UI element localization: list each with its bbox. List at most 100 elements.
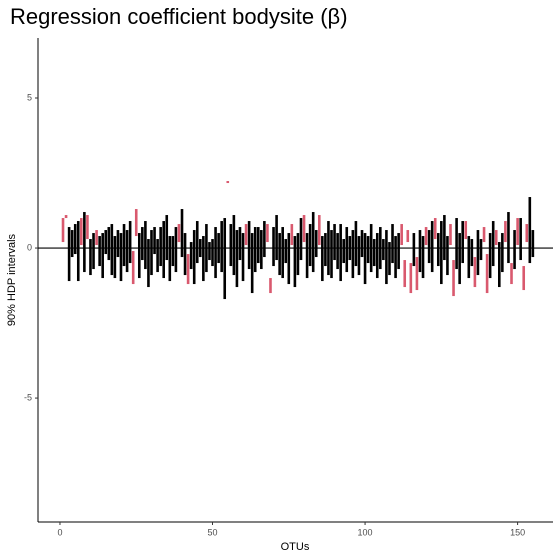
interval [504,221,507,243]
interval [223,218,227,300]
interval [247,221,251,270]
interval [321,236,324,282]
interval [189,242,193,270]
interval [324,233,327,267]
interval [311,212,315,273]
interval [449,224,452,246]
interval [531,230,535,258]
interval [470,239,474,267]
interval [186,254,190,285]
interval [101,233,104,279]
interval [485,254,489,294]
interval [153,227,156,255]
interval [366,236,370,264]
interval [232,215,236,276]
interval [76,221,80,282]
interval [299,218,303,261]
interval [67,227,71,282]
interval [202,236,205,282]
interval [357,236,361,276]
interval [110,224,114,276]
interval [147,239,150,288]
interval [498,242,501,288]
interval [253,227,257,273]
interval [446,236,449,276]
interval [290,224,294,246]
interval [510,263,513,285]
interval [119,233,123,282]
interval [183,233,187,276]
interval [235,230,239,288]
interval [229,224,233,267]
interval [92,233,95,270]
interval [104,230,108,255]
interval [528,197,532,264]
x-tick-label: 150 [510,527,525,537]
interval [263,221,266,258]
interval [95,230,98,246]
interval [116,230,120,258]
interval [488,233,492,279]
interval [430,221,434,273]
interval [436,233,440,267]
interval [443,215,446,261]
interval [171,236,175,267]
interval [345,227,349,273]
interval [165,215,169,261]
y-tick-label: 5 [27,92,32,102]
interval [98,236,101,267]
interval [192,230,196,285]
interval [314,230,318,258]
interval [250,233,254,294]
interval [137,233,141,279]
interval [214,227,217,279]
interval [391,224,394,264]
interval [134,209,138,237]
interval [473,257,477,288]
interval [113,236,117,279]
interval [409,263,413,294]
interval [168,236,172,282]
interval [424,227,428,246]
interval [494,230,498,246]
interval [461,221,464,264]
interval [400,224,403,246]
interval [482,227,486,243]
interval [275,215,278,261]
interval [519,218,522,261]
interval [415,257,419,291]
interval [86,215,89,240]
interval [388,242,391,276]
interval [516,218,519,246]
interval [131,251,135,285]
interval [80,218,83,246]
interval [107,227,111,261]
interval [501,233,504,273]
interval [83,212,86,273]
interval [180,209,184,258]
interval [260,230,263,270]
interval [278,233,281,276]
interval [266,224,269,243]
interval [375,233,379,279]
chart-title: Regression coefficient bodysite (β) [10,4,348,29]
interval [507,212,510,264]
interval [476,230,480,276]
interval [317,215,321,246]
y-tick-label: 0 [27,242,32,252]
interval [159,227,162,267]
interval [208,242,211,261]
interval [464,221,468,240]
interval [354,221,358,267]
interval [174,227,178,273]
interval [397,233,400,270]
interval [272,227,275,267]
interval [293,236,297,288]
interval [177,224,181,243]
interval [513,230,516,270]
interval [122,224,126,267]
interval [125,230,129,273]
x-tick-label: 0 [57,527,62,537]
interval [308,224,312,267]
